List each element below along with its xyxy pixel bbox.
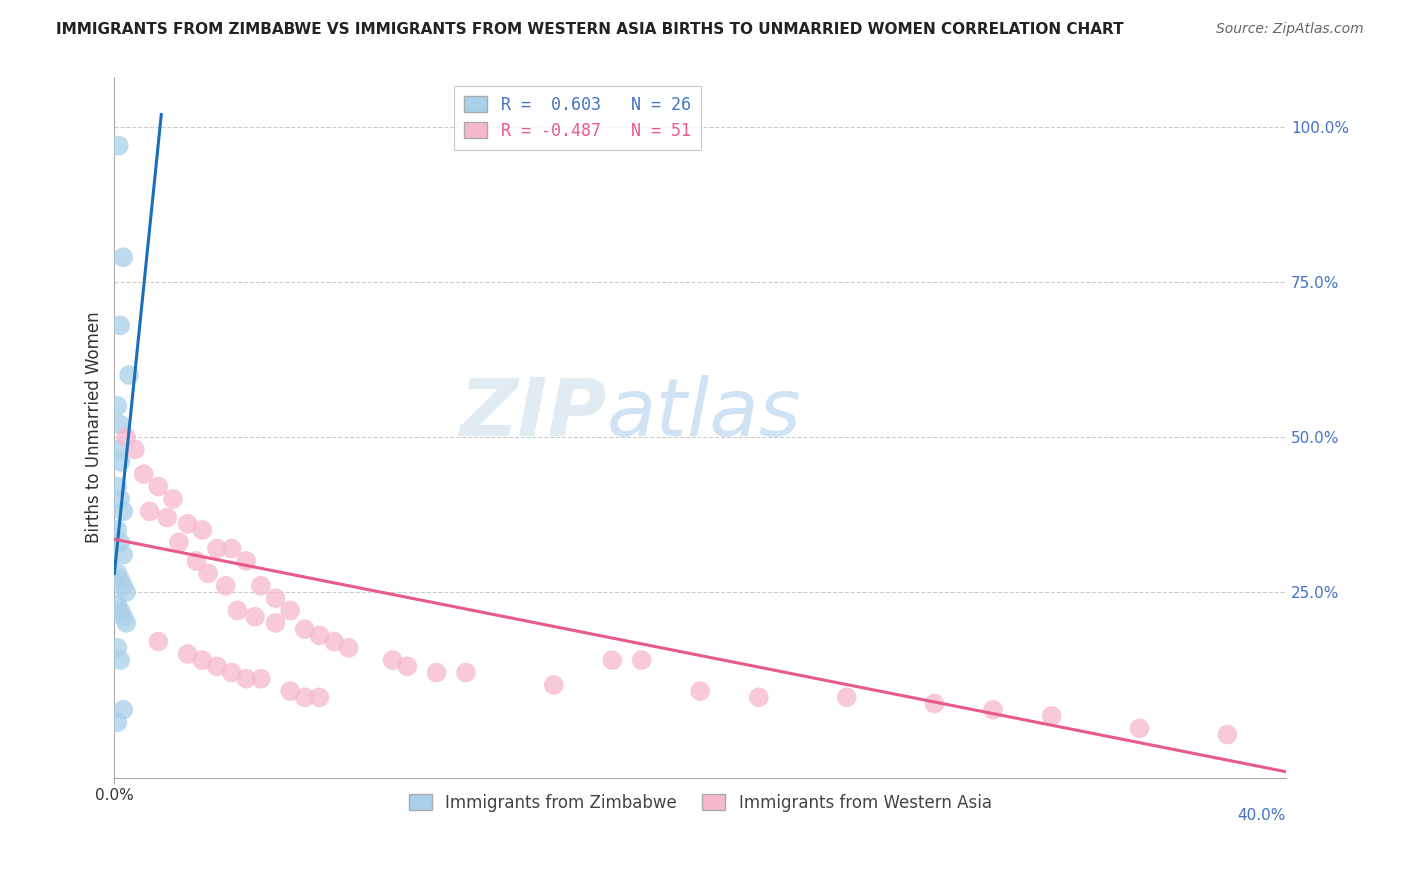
- Point: [105, 523, 128, 537]
- Point: [112, 548, 135, 562]
- Point: [835, 690, 858, 705]
- Text: ZIP: ZIP: [460, 375, 606, 452]
- Point: [112, 579, 135, 593]
- Point: [107, 138, 129, 153]
- Point: [264, 615, 287, 630]
- Text: Source: ZipAtlas.com: Source: ZipAtlas.com: [1216, 22, 1364, 37]
- Point: [1216, 727, 1239, 741]
- Text: atlas: atlas: [606, 375, 801, 452]
- Point: [148, 479, 170, 493]
- Point: [105, 715, 128, 730]
- Point: [162, 491, 184, 506]
- Point: [176, 516, 198, 531]
- Point: [235, 672, 257, 686]
- Point: [308, 690, 330, 705]
- Y-axis label: Births to Unmarried Women: Births to Unmarried Women: [86, 312, 103, 543]
- Point: [105, 640, 128, 655]
- Point: [226, 603, 249, 617]
- Legend: Immigrants from Zimbabwe, Immigrants from Western Asia: Immigrants from Zimbabwe, Immigrants fro…: [402, 788, 998, 819]
- Point: [115, 585, 138, 599]
- Point: [278, 603, 301, 617]
- Point: [112, 609, 135, 624]
- Point: [454, 665, 477, 680]
- Point: [337, 640, 360, 655]
- Point: [118, 368, 141, 382]
- Point: [221, 665, 243, 680]
- Point: [630, 653, 652, 667]
- Point: [167, 535, 190, 549]
- Point: [1040, 709, 1063, 723]
- Point: [1128, 722, 1150, 736]
- Point: [215, 579, 238, 593]
- Point: [294, 690, 316, 705]
- Point: [981, 703, 1004, 717]
- Point: [264, 591, 287, 606]
- Point: [543, 678, 565, 692]
- Point: [294, 622, 316, 636]
- Point: [105, 479, 128, 493]
- Point: [110, 417, 132, 432]
- Point: [197, 566, 219, 581]
- Point: [191, 653, 214, 667]
- Point: [105, 598, 128, 612]
- Point: [748, 690, 770, 705]
- Point: [115, 430, 138, 444]
- Point: [110, 573, 132, 587]
- Point: [124, 442, 146, 457]
- Point: [243, 609, 266, 624]
- Point: [191, 523, 214, 537]
- Point: [115, 615, 138, 630]
- Point: [148, 634, 170, 648]
- Point: [176, 647, 198, 661]
- Point: [924, 697, 946, 711]
- Point: [250, 672, 273, 686]
- Text: IMMIGRANTS FROM ZIMBABWE VS IMMIGRANTS FROM WESTERN ASIA BIRTHS TO UNMARRIED WOM: IMMIGRANTS FROM ZIMBABWE VS IMMIGRANTS F…: [56, 22, 1123, 37]
- Point: [132, 467, 155, 482]
- Point: [602, 653, 624, 667]
- Point: [105, 399, 128, 413]
- Point: [250, 579, 273, 593]
- Point: [323, 634, 346, 648]
- Point: [112, 703, 135, 717]
- Point: [381, 653, 404, 667]
- Point: [205, 659, 228, 673]
- Point: [156, 510, 179, 524]
- Point: [110, 535, 132, 549]
- Point: [221, 541, 243, 556]
- Point: [278, 684, 301, 698]
- Point: [205, 541, 228, 556]
- Point: [186, 554, 208, 568]
- Point: [138, 504, 160, 518]
- Text: 40.0%: 40.0%: [1237, 808, 1286, 823]
- Point: [308, 628, 330, 642]
- Point: [689, 684, 711, 698]
- Point: [112, 504, 135, 518]
- Point: [396, 659, 419, 673]
- Point: [110, 318, 132, 333]
- Point: [110, 603, 132, 617]
- Point: [426, 665, 449, 680]
- Point: [110, 455, 132, 469]
- Point: [105, 442, 128, 457]
- Point: [110, 491, 132, 506]
- Point: [110, 653, 132, 667]
- Point: [235, 554, 257, 568]
- Point: [112, 250, 135, 264]
- Point: [105, 566, 128, 581]
